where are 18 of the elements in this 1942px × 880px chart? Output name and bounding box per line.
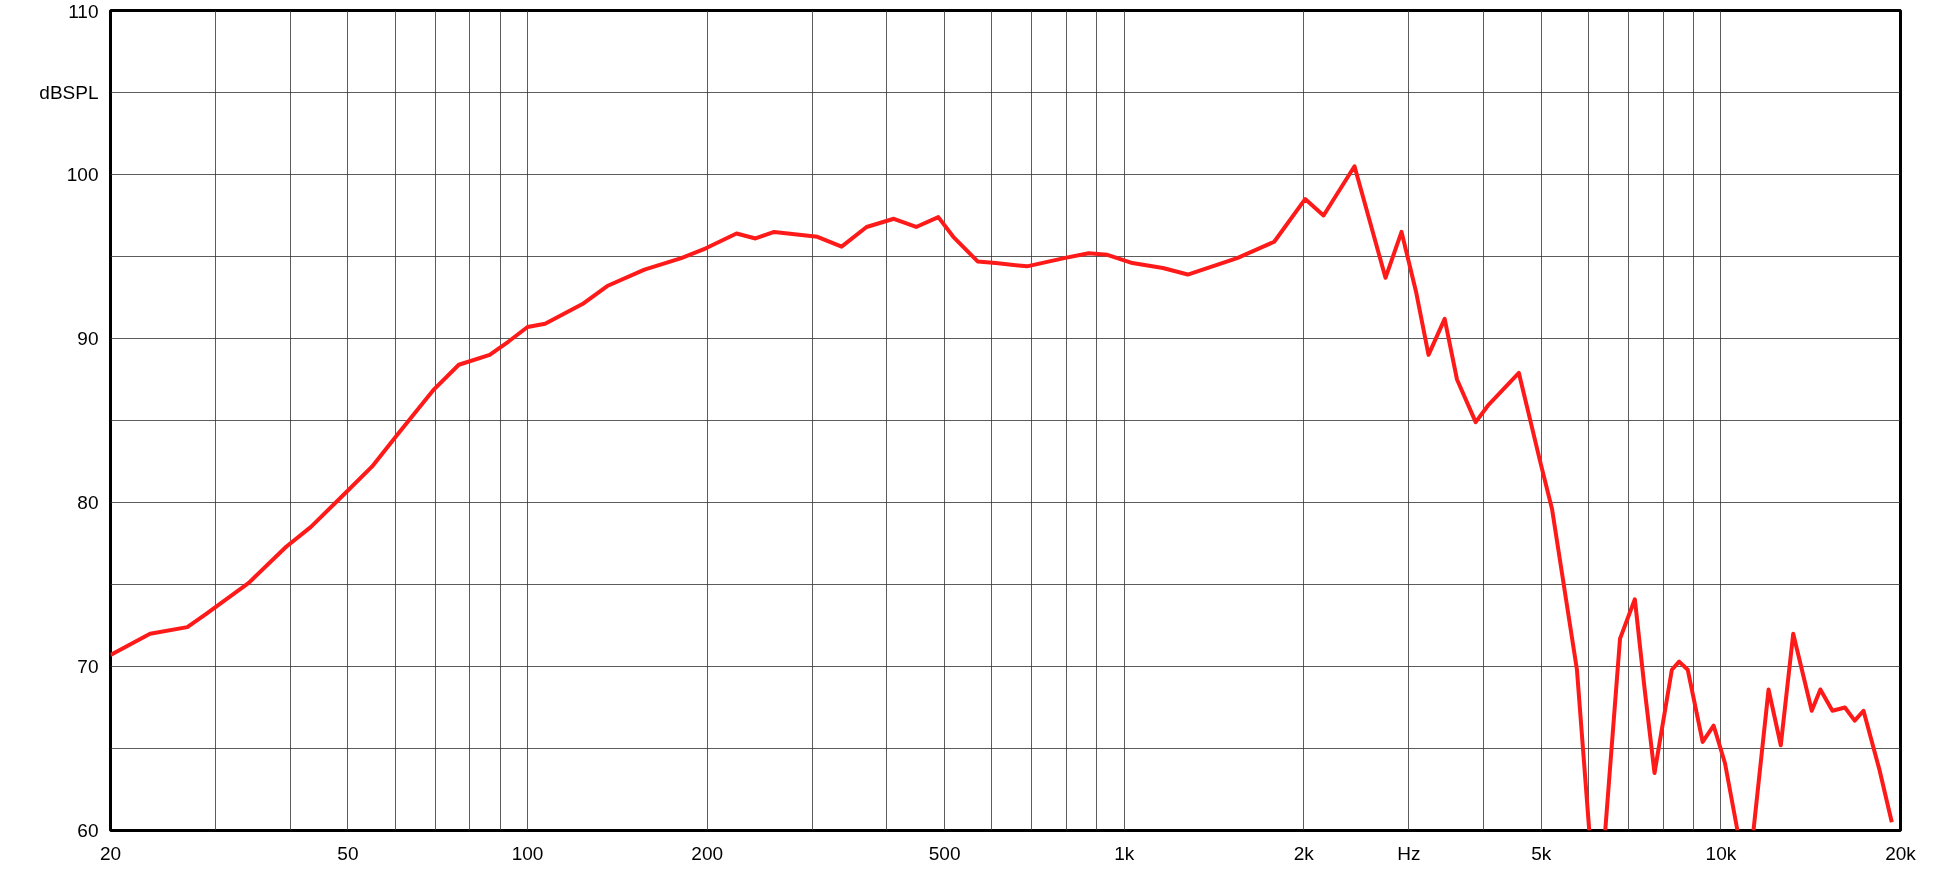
x-tick-label: 20: [99, 842, 122, 864]
x-tick-label: 500: [928, 842, 961, 864]
x-tick-label: 200: [691, 842, 724, 864]
y-tick-label: 60: [77, 820, 99, 841]
y-tick-label: 110: [68, 0, 99, 22]
x-tick-label: 20k: [1885, 842, 1917, 864]
y-tick-label: dBSPL: [39, 82, 99, 103]
x-tick-label: 5k: [1531, 842, 1552, 864]
y-tick-label: 70: [77, 656, 99, 677]
x-tick-label: 50: [337, 842, 359, 864]
x-tick-label: 2k: [1293, 842, 1315, 864]
y-tick-label: 90: [77, 328, 99, 349]
x-tick-label: 1k: [1114, 842, 1135, 864]
y-tick-label: 80: [77, 492, 99, 513]
x-tick-label: 100: [511, 842, 544, 864]
x-tick-label: Hz: [1397, 842, 1421, 864]
x-tick-label: 10k: [1705, 842, 1737, 864]
y-tick-label: 100: [66, 164, 99, 185]
